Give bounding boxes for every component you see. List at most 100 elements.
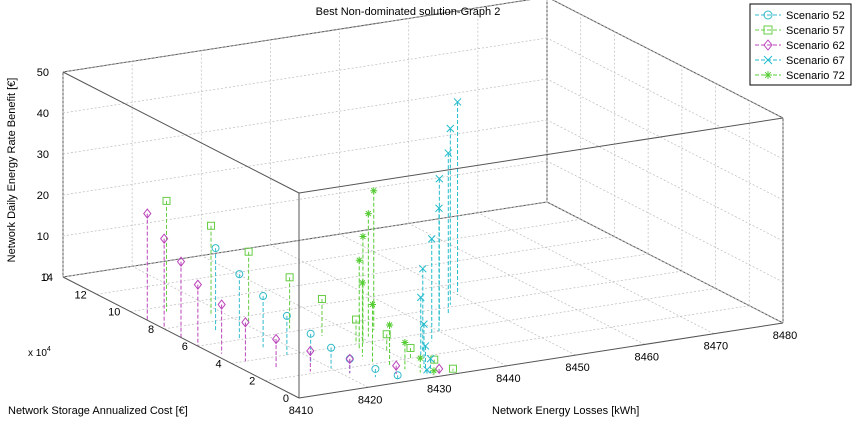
- data-point: [406, 343, 415, 352]
- z-tick-label: 0: [43, 272, 49, 284]
- z-tick-label: 40: [37, 108, 49, 120]
- data-point: [370, 187, 378, 195]
- y-axis-line: [62, 276, 300, 399]
- grid-back-z: [62, 78, 548, 155]
- legend-marker: [763, 25, 773, 35]
- legend-item: Scenario 67: [755, 55, 845, 67]
- data-point: [352, 315, 361, 324]
- y-exponent: x 104: [28, 346, 51, 359]
- y-tick-label: 14: [41, 272, 53, 284]
- x-tick-label: 8450: [565, 362, 589, 374]
- data-point: [420, 320, 428, 328]
- left-top-edge: [62, 71, 300, 194]
- axes-front: [62, 71, 784, 399]
- series-scenario-52: [211, 244, 402, 380]
- grid-floor-x: [131, 265, 369, 388]
- x-tick-label: 8470: [704, 341, 728, 353]
- series-scenario-57: [162, 196, 457, 373]
- legend-item: Scenario 62: [755, 39, 845, 52]
- data-point: [427, 235, 436, 243]
- grid-side-z: [546, 37, 784, 160]
- data-point: [345, 353, 354, 365]
- front-top-edge: [298, 117, 784, 194]
- data-point: [211, 244, 220, 253]
- data-point: [306, 329, 315, 338]
- x-tick-label: 8440: [496, 373, 520, 385]
- data-point: [446, 124, 455, 133]
- legend-item: Scenario 72: [755, 70, 845, 82]
- series-scenario-72: [355, 187, 438, 375]
- data-point: [355, 256, 363, 264]
- data-point: [418, 264, 427, 273]
- legend-label: Scenario 57: [786, 25, 845, 37]
- data-point: [359, 232, 367, 240]
- y-tick-label: 0: [283, 393, 289, 405]
- data-point: [435, 204, 443, 213]
- x-tick-label: 8410: [289, 405, 313, 417]
- y-tick-label: 6: [182, 341, 188, 353]
- grid-floor-x: [270, 244, 507, 367]
- x-axis-label: Network Energy Losses [kWh]: [492, 405, 639, 417]
- y-axis-label: Network Storage Annualized Cost [€]: [8, 405, 188, 417]
- series-scenario-67: [416, 98, 462, 376]
- data-point: [364, 210, 372, 218]
- data-point: [444, 149, 453, 157]
- plot-area: [143, 98, 462, 380]
- grid-lines: [62, 0, 784, 399]
- legend: Scenario 52 Scenario 57 Scenario 62 Scenari…: [749, 3, 852, 86]
- x-tick-label: 8460: [634, 351, 658, 363]
- grid-side-z: [546, 78, 784, 201]
- grid-floor-x: [408, 223, 645, 345]
- legend-label: Scenario 62: [786, 40, 845, 52]
- data-point: [244, 247, 253, 256]
- data-point: [382, 330, 391, 339]
- z-tick-label: 50: [37, 67, 49, 79]
- data-point: [160, 233, 169, 244]
- data-point: [426, 354, 435, 363]
- grid-back-z: [62, 160, 548, 237]
- data-point: [306, 345, 315, 357]
- y-tick-label: 10: [108, 307, 120, 319]
- grid-floor-y: [130, 236, 615, 312]
- legend-marker: [763, 55, 773, 65]
- data-point: [401, 339, 409, 347]
- data-point: [392, 360, 401, 372]
- chart-title: Best Non-dominated solution-Graph 2: [316, 6, 501, 18]
- data-point: [282, 311, 291, 320]
- grid-side-z: [546, 160, 784, 283]
- data-point: [386, 321, 394, 329]
- grid-floor-y: [197, 270, 682, 347]
- y-tick-label: 12: [74, 289, 86, 301]
- grid-back-z: [62, 119, 548, 196]
- legend-marker: [763, 10, 773, 20]
- z-tick-label: 30: [37, 149, 49, 161]
- grid-back-z: [62, 37, 548, 114]
- grid-back-z: [62, 0, 530, 73]
- grid-back-z: [62, 201, 548, 278]
- data-point: [271, 333, 281, 345]
- data-point: [217, 299, 226, 310]
- data-point: [371, 364, 380, 373]
- grid-floor-y: [164, 253, 649, 330]
- legend-label: Scenario 52: [786, 10, 845, 22]
- grid-floor-x: [201, 255, 438, 377]
- data-point: [207, 221, 216, 230]
- data-point: [358, 279, 366, 287]
- tick-labels: 8410 8420 8430 8440 8450 8460 8470 8480 0 2 4 6 8 10 1…: [37, 67, 797, 417]
- axes-back: [62, 0, 784, 324]
- data-point: [416, 354, 424, 362]
- data-point: [435, 363, 444, 375]
- data-point: [317, 295, 326, 304]
- data-point: [416, 293, 425, 302]
- grid-floor-y: [231, 288, 716, 364]
- data-point: [285, 273, 294, 282]
- data-point: [259, 292, 268, 301]
- y-tick-label: 2: [249, 376, 255, 388]
- data-point: [423, 365, 431, 374]
- data-point: [176, 256, 186, 267]
- z-tick-label: 10: [37, 231, 49, 243]
- x-tick-label: 8430: [427, 384, 451, 396]
- y-exponent-base: x 10: [28, 348, 47, 359]
- data-point: [193, 279, 202, 290]
